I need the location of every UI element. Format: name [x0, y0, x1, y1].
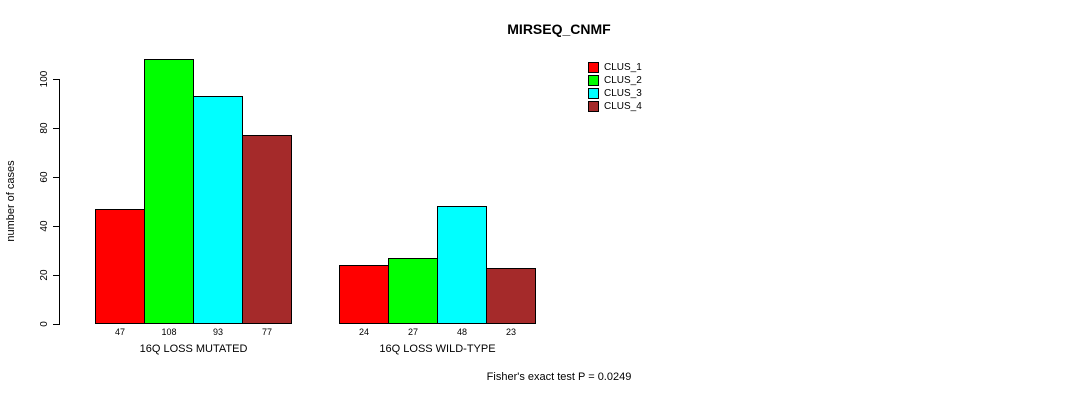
bar-value-label: 77 — [261, 327, 272, 337]
bar-value-label: 24 — [358, 327, 369, 337]
legend-label: CLUS_3 — [604, 88, 642, 99]
y-tick-label: 100 — [39, 70, 50, 88]
legend-label: CLUS_4 — [604, 101, 642, 112]
y-tick-mark — [53, 324, 59, 325]
y-axis-line — [59, 79, 60, 325]
bar-value-label: 27 — [407, 327, 418, 337]
legend-row: CLUS_2 — [588, 74, 642, 87]
fisher-test-annotation: Fisher's exact test P = 0.0249 — [486, 371, 632, 383]
legend-swatch-icon — [588, 88, 599, 99]
chart-title: MIRSEQ_CNMF — [507, 21, 611, 37]
bar-value-label: 48 — [456, 327, 467, 337]
bar-clus_3-group2 — [437, 206, 487, 324]
bar-value-label: 93 — [212, 327, 223, 337]
y-tick-mark — [53, 226, 59, 227]
y-axis-label: number of cases — [5, 160, 17, 242]
group-label: 16Q LOSS MUTATED — [139, 343, 248, 355]
y-tick-label: 80 — [39, 122, 50, 134]
legend: CLUS_1 CLUS_2 CLUS_3 CLUS_4 — [588, 61, 642, 113]
y-tick-label: 20 — [39, 269, 50, 281]
bar-clus_4-group2 — [486, 268, 536, 324]
legend-swatch-icon — [588, 101, 599, 112]
bar-value-label: 108 — [161, 327, 177, 337]
y-tick-label: 60 — [39, 171, 50, 183]
bar-clus_1-group1 — [95, 209, 145, 324]
y-tick-label: 0 — [39, 321, 50, 327]
legend-row: CLUS_1 — [588, 61, 642, 74]
y-tick-mark — [53, 177, 59, 178]
legend-row: CLUS_4 — [588, 100, 642, 113]
legend-swatch-icon — [588, 62, 599, 73]
bar-clus_2-group1 — [144, 59, 194, 324]
y-tick-label: 40 — [39, 220, 50, 232]
legend-row: CLUS_3 — [588, 87, 642, 100]
legend-label: CLUS_1 — [604, 62, 642, 73]
bar-value-label: 47 — [114, 327, 125, 337]
group-label: 16Q LOSS WILD-TYPE — [379, 343, 496, 355]
bar-clus_4-group1 — [242, 135, 292, 324]
bar-clus_2-group2 — [388, 258, 438, 324]
legend-label: CLUS_2 — [604, 75, 642, 86]
y-tick-mark — [53, 128, 59, 129]
bar-clus_3-group1 — [193, 96, 243, 324]
y-tick-mark — [53, 79, 59, 80]
bar-clus_1-group2 — [339, 265, 389, 324]
legend-swatch-icon — [588, 75, 599, 86]
bar-value-label: 23 — [505, 327, 516, 337]
y-tick-mark — [53, 275, 59, 276]
